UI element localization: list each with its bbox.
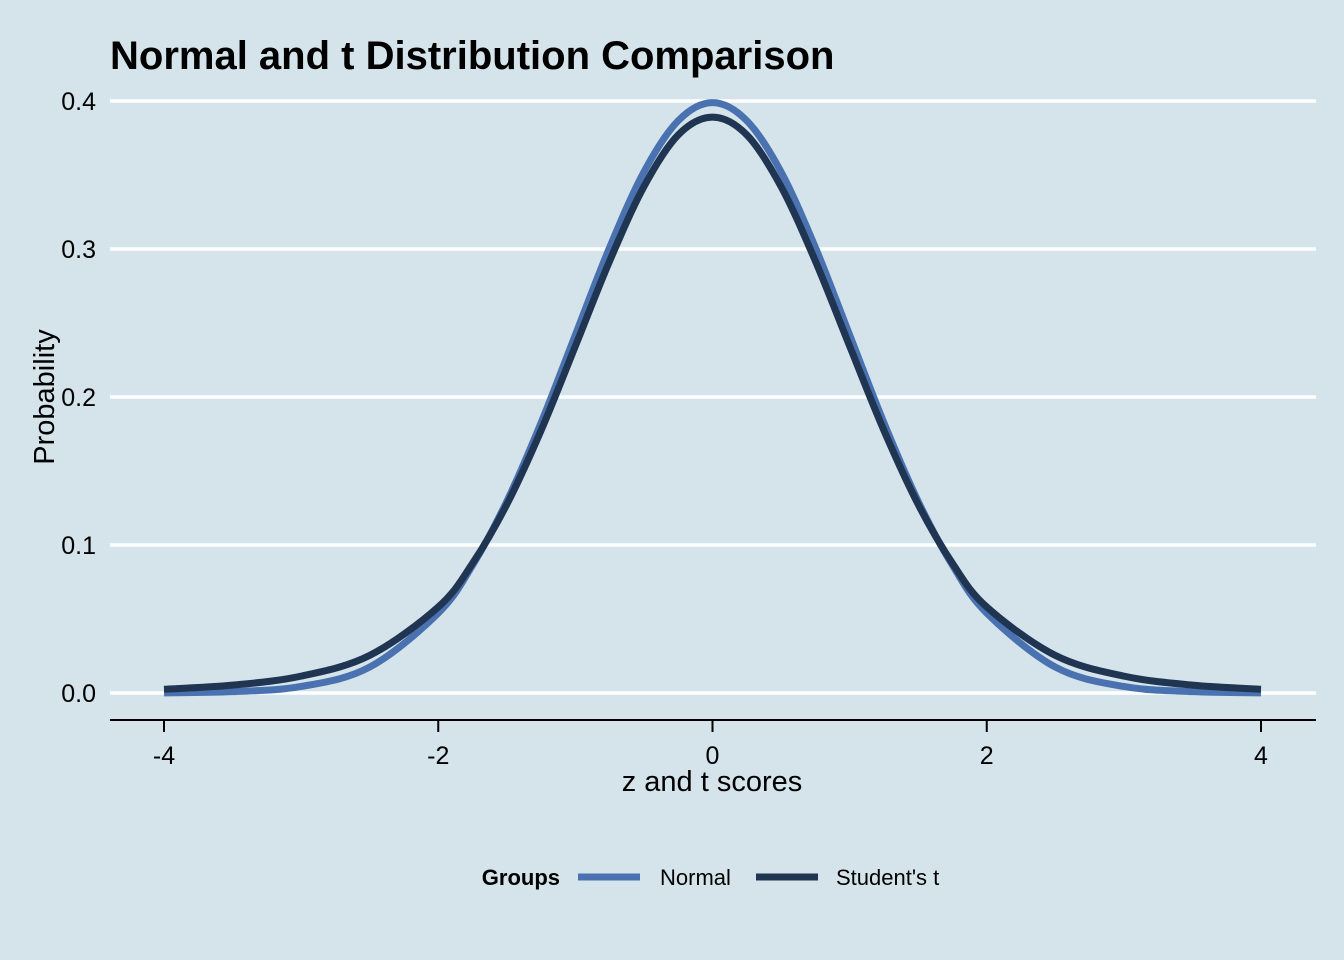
y-tick-label: 0.2 <box>61 384 96 412</box>
x-axis-label: z and t scores <box>622 766 803 798</box>
y-tick-label: 0.4 <box>61 88 96 116</box>
plot-lines <box>163 99 1262 697</box>
y-tick-label: 0.0 <box>61 680 96 708</box>
legend: Groups Normal Student's t <box>482 865 940 890</box>
x-tick-label: 0 <box>706 742 720 770</box>
y-tick-label: 0.1 <box>61 532 96 560</box>
x-tick-label: 4 <box>1254 742 1268 770</box>
legend-label-normal: Normal <box>660 865 731 890</box>
y-axis-label: Probability <box>29 329 61 465</box>
y-axis: 0.0 0.1 0.2 0.3 0.4 <box>61 88 96 708</box>
series-line-normal <box>163 99 1262 697</box>
legend-title: Groups <box>482 865 560 890</box>
legend-label-students-t: Student's t <box>836 865 939 890</box>
x-tick-label: -2 <box>427 742 449 770</box>
chart-title: Normal and t Distribution Comparison <box>110 34 834 78</box>
x-tick-label: 2 <box>980 742 994 770</box>
x-tick-label: -4 <box>153 742 175 770</box>
y-tick-label: 0.3 <box>61 236 96 264</box>
series-line-students-t <box>163 113 1262 693</box>
x-axis: -4 -2 0 2 4 <box>110 719 1316 770</box>
grid <box>110 99 1316 695</box>
